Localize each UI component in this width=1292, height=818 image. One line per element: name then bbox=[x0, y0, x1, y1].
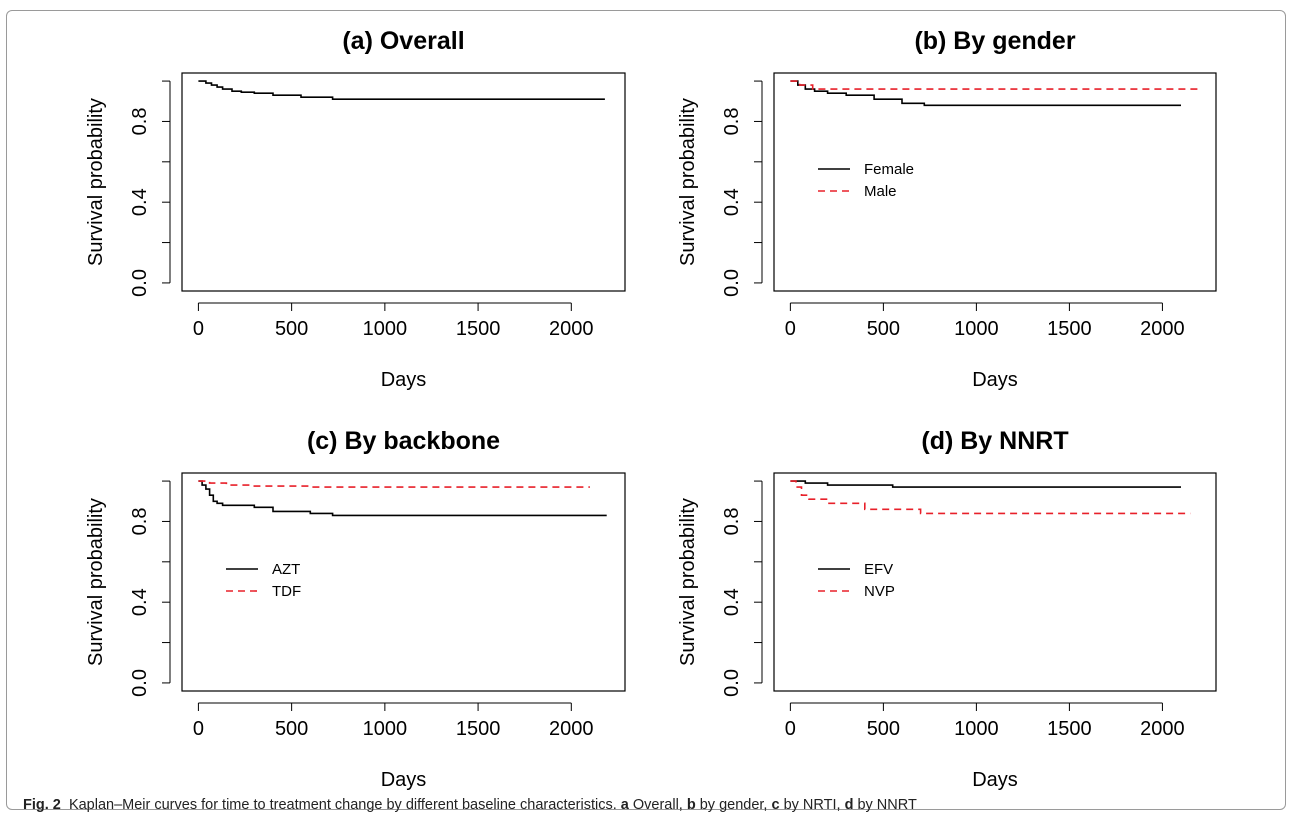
panel-d: (d) By NNRT 0 500 1000 1500 2000 Days 0.0 0.4 0.8… bbox=[677, 427, 1217, 791]
panel-b: (b) By gender 0 500 1000 1500 2000 Days 0.0 0.4 0… bbox=[677, 27, 1217, 391]
caption-part-b: by gender, bbox=[695, 797, 772, 813]
y-axis-label: Survival probability bbox=[677, 498, 699, 666]
caption-letter-b: b bbox=[686, 797, 696, 813]
legend-label-male: Male bbox=[864, 183, 897, 200]
x-tick-label: 1500 bbox=[456, 718, 501, 740]
y-tick-label: 0.4 bbox=[721, 588, 743, 616]
y-tick-label: 0.8 bbox=[129, 108, 151, 136]
x-axis-label: Days bbox=[972, 769, 1018, 791]
panel-title: (c) By backbone bbox=[307, 427, 500, 455]
x-tick-label: 1500 bbox=[456, 318, 501, 340]
caption-label: Fig. 2 bbox=[23, 797, 61, 813]
panel-title: (d) By NNRT bbox=[921, 427, 1068, 455]
y-tick-label: 0.0 bbox=[721, 269, 743, 297]
x-tick-label: 0 bbox=[785, 318, 796, 340]
panel-title: (b) By gender bbox=[914, 27, 1075, 55]
legend-label-efv: EFV bbox=[864, 561, 893, 578]
x-tick-label: 1000 bbox=[363, 318, 408, 340]
plot-box bbox=[773, 72, 1217, 292]
x-tick-label: 2000 bbox=[1140, 318, 1185, 340]
series-line-efv bbox=[790, 480, 1181, 488]
y-tick-label: 0.8 bbox=[721, 108, 743, 136]
x-tick-label: 1000 bbox=[363, 718, 408, 740]
x-tick-label: 1000 bbox=[954, 318, 999, 340]
y-axis-label: Survival probability bbox=[85, 498, 107, 666]
x-tick-label: 500 bbox=[275, 718, 308, 740]
x-tick-label: 1500 bbox=[1047, 318, 1092, 340]
x-axis-label: Days bbox=[381, 769, 427, 791]
y-tick-label: 0.8 bbox=[129, 508, 151, 536]
plot-box bbox=[181, 72, 626, 292]
caption-letter-d: d bbox=[844, 797, 854, 813]
series-line-male bbox=[790, 80, 1200, 90]
caption-letter-a: a bbox=[620, 797, 629, 813]
plot-box bbox=[181, 472, 626, 692]
y-tick-label: 0.8 bbox=[721, 508, 743, 536]
y-tick-label: 0.4 bbox=[129, 188, 151, 216]
caption-text: Kaplan–Meir curves for time to treatment… bbox=[68, 797, 617, 813]
series-line-nvp bbox=[790, 480, 1191, 515]
series-line-female bbox=[790, 80, 1181, 107]
y-tick-label: 0.0 bbox=[721, 669, 743, 697]
panel-title: (a) Overall bbox=[342, 27, 464, 55]
caption-part-d: by NNRT bbox=[853, 797, 917, 813]
x-tick-label: 2000 bbox=[549, 318, 594, 340]
x-tick-label: 0 bbox=[785, 718, 796, 740]
y-axis-label: Survival probability bbox=[677, 98, 699, 266]
caption-letter-c: c bbox=[771, 797, 780, 813]
x-axis-label: Days bbox=[381, 369, 427, 391]
x-axis-label: Days bbox=[972, 369, 1018, 391]
legend-label-female: Female bbox=[864, 161, 914, 178]
y-tick-label: 0.0 bbox=[129, 669, 151, 697]
y-tick-label: 0.0 bbox=[129, 269, 151, 297]
figure-canvas: (a) Overall 0 500 1000 1500 2000 Days 0.0 0.4 0.8… bbox=[85, 27, 1217, 791]
series-line-s0 bbox=[198, 80, 605, 100]
legend-label-nvp: NVP bbox=[864, 583, 895, 600]
x-tick-label: 500 bbox=[275, 318, 308, 340]
x-tick-label: 1000 bbox=[954, 718, 999, 740]
figure-frame: (a) Overall 0 500 1000 1500 2000 Days 0.0 0.4 0.8… bbox=[6, 10, 1286, 813]
legend-label-azt: AZT bbox=[272, 561, 300, 578]
plot-box bbox=[773, 472, 1217, 692]
x-tick-label: 2000 bbox=[1140, 718, 1185, 740]
x-tick-label: 500 bbox=[867, 318, 900, 340]
legend-label-tdf: TDF bbox=[272, 583, 301, 600]
series-line-azt bbox=[198, 480, 607, 517]
y-tick-label: 0.4 bbox=[129, 588, 151, 616]
x-tick-label: 0 bbox=[193, 718, 204, 740]
x-tick-label: 0 bbox=[193, 318, 204, 340]
x-tick-label: 500 bbox=[867, 718, 900, 740]
panel-c: (c) By backbone 0 500 1000 1500 2000 Days 0.0 0.… bbox=[85, 427, 626, 791]
x-tick-label: 1500 bbox=[1047, 718, 1092, 740]
series-line-tdf bbox=[198, 480, 590, 488]
figure-caption: Fig. 2 Kaplan–Meir curves for time to tr… bbox=[23, 797, 917, 813]
y-axis-label: Survival probability bbox=[85, 98, 107, 266]
y-tick-label: 0.4 bbox=[721, 188, 743, 216]
x-tick-label: 2000 bbox=[549, 718, 594, 740]
panel-a: (a) Overall 0 500 1000 1500 2000 Days 0.0 0.4 0.8… bbox=[85, 27, 626, 391]
caption-part-a: Overall, bbox=[628, 797, 687, 813]
caption-part-c: by NRTI, bbox=[779, 797, 845, 813]
